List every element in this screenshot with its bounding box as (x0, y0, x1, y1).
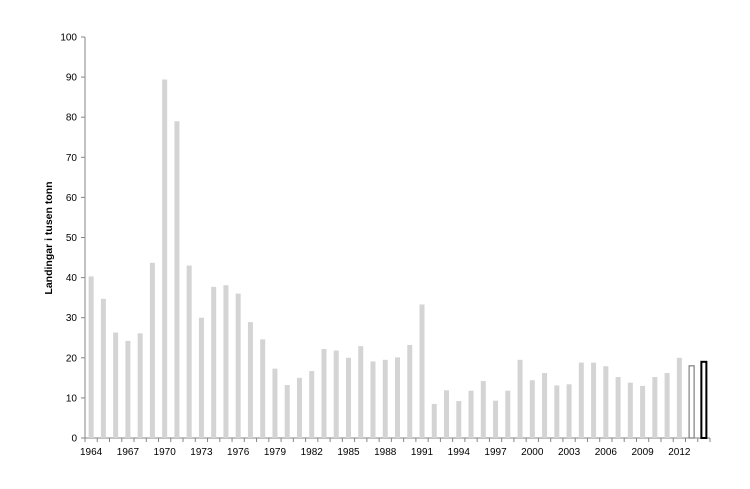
x-tick-label: 2012 (668, 447, 691, 458)
bar-1975 (223, 285, 229, 438)
bar-1974 (211, 286, 217, 438)
x-tick-label: 1994 (448, 447, 471, 458)
bar-2010 (652, 377, 658, 438)
bar-1966 (113, 332, 119, 438)
bar-2009 (640, 385, 646, 438)
x-tick-label: 1976 (227, 447, 250, 458)
y-tick-label: 10 (66, 393, 78, 404)
bar-2012 (676, 357, 682, 438)
x-tick-label: 1967 (117, 447, 140, 458)
x-tick-label: 1982 (301, 447, 324, 458)
bar-2011 (664, 373, 670, 438)
x-tick-label: 1997 (484, 447, 507, 458)
bar-1972 (186, 265, 192, 438)
bar-2005 (591, 362, 597, 438)
bars (88, 79, 708, 439)
x-tick-label: 2009 (631, 447, 654, 458)
x-tick-label: 2006 (595, 447, 618, 458)
bar-1997 (493, 400, 499, 438)
bar-1968 (137, 333, 143, 438)
bar-1999 (517, 359, 523, 438)
bar-1970 (162, 79, 168, 439)
x-tick-label: 1988 (374, 447, 397, 458)
y-tick-label: 80 (66, 113, 78, 124)
x-tick-label: 1985 (337, 447, 360, 458)
y-tick-label: 100 (60, 33, 77, 44)
y-tick-label: 40 (66, 273, 78, 284)
bar-1978 (260, 339, 266, 438)
bar-1990 (407, 344, 413, 438)
bar-1984 (333, 350, 339, 438)
bar-1998 (505, 390, 511, 438)
bar-1986 (358, 346, 364, 438)
bar-1980 (284, 385, 290, 438)
bar-1989 (395, 357, 400, 438)
y-tick-label: 50 (66, 233, 78, 244)
y-tick-label: 70 (66, 153, 78, 164)
bar-2004 (578, 362, 584, 438)
x-tick-label: 1991 (411, 447, 434, 458)
bar-1995 (468, 390, 474, 438)
y-axis: 0 10 20 30 40 50 60 70 80 90 100 (60, 33, 86, 445)
x-axis: 1964 1967 1970 1973 1976 1979 1982 1985 1988 1991… (80, 437, 711, 458)
y-tick-label: 90 (66, 73, 78, 84)
bar-1976 (235, 293, 241, 438)
bar-1994 (456, 401, 462, 438)
bar-1982 (309, 371, 315, 438)
x-tick-label: 1979 (264, 447, 287, 458)
bar-1981 (296, 377, 302, 438)
y-axis-label: Landingar i tusen tonn (43, 181, 55, 294)
x-tick-label: 2003 (558, 447, 581, 458)
x-tick-label: 1973 (190, 447, 213, 458)
bar-1991 (419, 304, 425, 438)
y-tick-label: 20 (66, 353, 78, 364)
bar-1983 (321, 348, 327, 438)
x-tick-label: 1970 (154, 447, 177, 458)
x-tick-label: 2000 (521, 447, 544, 458)
bar-1988 (382, 359, 388, 438)
bar-1967 (125, 340, 131, 438)
bar-1977 (247, 322, 253, 438)
bar-2000 (529, 380, 535, 438)
bar-2014 (700, 360, 708, 439)
bar-2001 (542, 373, 548, 438)
bar-1992 (431, 403, 437, 438)
bar-1965 (100, 298, 106, 438)
bar-2007 (615, 377, 621, 438)
y-tick-label: 30 (66, 313, 78, 324)
bar-2008 (627, 382, 633, 438)
bar-1985 (345, 357, 351, 438)
bar-2002 (554, 385, 560, 438)
bar-1971 (174, 121, 180, 439)
bar-1979 (272, 368, 278, 438)
bar-1993 (444, 390, 450, 438)
y-tick-label: 0 (71, 434, 77, 445)
bar-1996 (480, 381, 486, 438)
bar-2003 (566, 384, 572, 438)
bar-1969 (149, 262, 155, 438)
bar-2006 (603, 366, 609, 438)
y-tick-label: 60 (66, 193, 78, 204)
bar-2013 (688, 365, 695, 439)
bar-1964 (88, 276, 94, 438)
bar-1973 (198, 317, 204, 438)
x-tick-label: 1964 (80, 447, 103, 458)
bar-1987 (370, 361, 376, 438)
